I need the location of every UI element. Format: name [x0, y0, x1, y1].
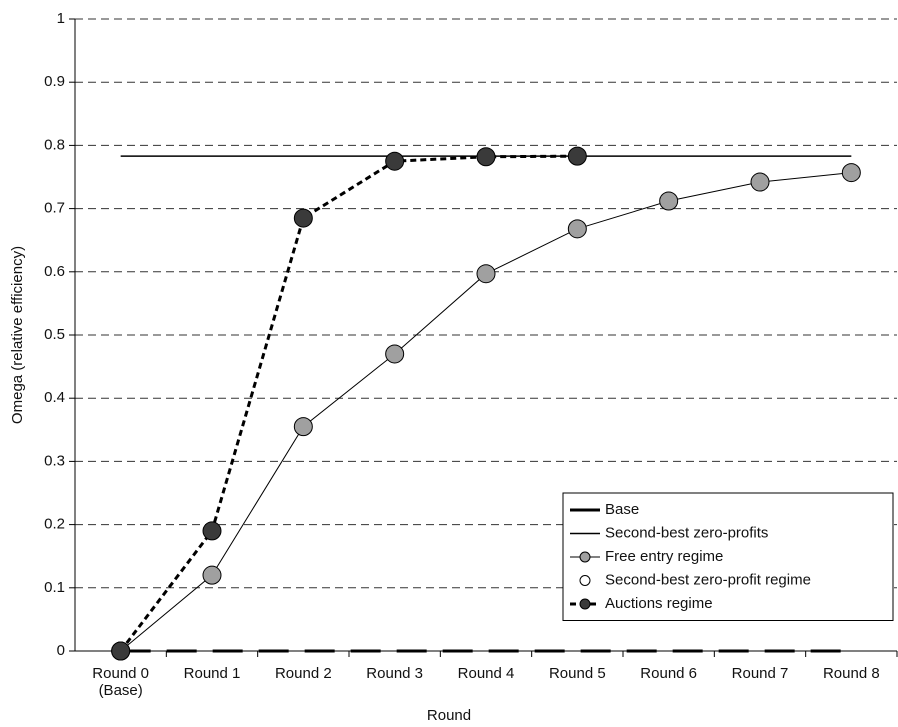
- y-tick-label: 0.6: [44, 263, 65, 280]
- marker: [476, 147, 496, 167]
- series-line: [119, 154, 578, 652]
- marker: [202, 521, 222, 541]
- marker: [659, 191, 679, 211]
- legend-label: Base: [605, 501, 639, 518]
- x-tick-label: Round 2: [274, 665, 332, 682]
- y-tick-label: 0.4: [44, 389, 65, 406]
- legend-label: Second-best zero-profits: [605, 524, 768, 541]
- y-tick-label: 0: [57, 642, 65, 659]
- y-tick-label: 0.1: [44, 579, 65, 596]
- marker: [750, 172, 770, 192]
- marker: [293, 208, 313, 228]
- x-tick-label: Round 6: [640, 665, 698, 682]
- y-tick-label: 0.3: [44, 452, 65, 469]
- x-tick-label: Round 1: [183, 665, 241, 682]
- x-tick-label: Round 4: [457, 665, 515, 682]
- legend-label: Second-best zero-profit regime: [605, 571, 811, 588]
- legend-box: [562, 492, 894, 621]
- legend-label: Auctions regime: [605, 595, 713, 612]
- legend-marker: [579, 551, 591, 563]
- y-tick-label: 0.5: [44, 326, 65, 343]
- y-tick-label: 1: [57, 10, 65, 27]
- x-tick-label: Round 7: [731, 665, 789, 682]
- legend-marker: [579, 598, 591, 610]
- marker: [385, 151, 405, 171]
- y-tick-label: 0.7: [44, 200, 65, 217]
- x-tick-label: Round 8: [822, 665, 880, 682]
- x-tick-label: Round 3: [366, 665, 424, 682]
- y-tick-label: 0.8: [44, 136, 65, 153]
- legend-marker: [579, 575, 591, 586]
- x-axis-label: Round: [427, 707, 471, 724]
- x-tick-label: Round 5: [548, 665, 606, 682]
- marker: [293, 417, 313, 437]
- y-tick-label: 0.9: [44, 73, 65, 90]
- marker: [476, 264, 496, 284]
- marker: [385, 344, 405, 364]
- marker: [202, 565, 222, 585]
- marker: [567, 146, 587, 166]
- marker: [841, 163, 861, 183]
- legend-label: Free entry regime: [605, 548, 723, 565]
- y-tick-label: 0.2: [44, 516, 65, 533]
- y-axis-label: Omega (relative efficiency): [9, 246, 26, 424]
- marker: [111, 641, 131, 661]
- x-tick-label: Round 0 (Base): [92, 665, 150, 699]
- marker: [567, 219, 587, 239]
